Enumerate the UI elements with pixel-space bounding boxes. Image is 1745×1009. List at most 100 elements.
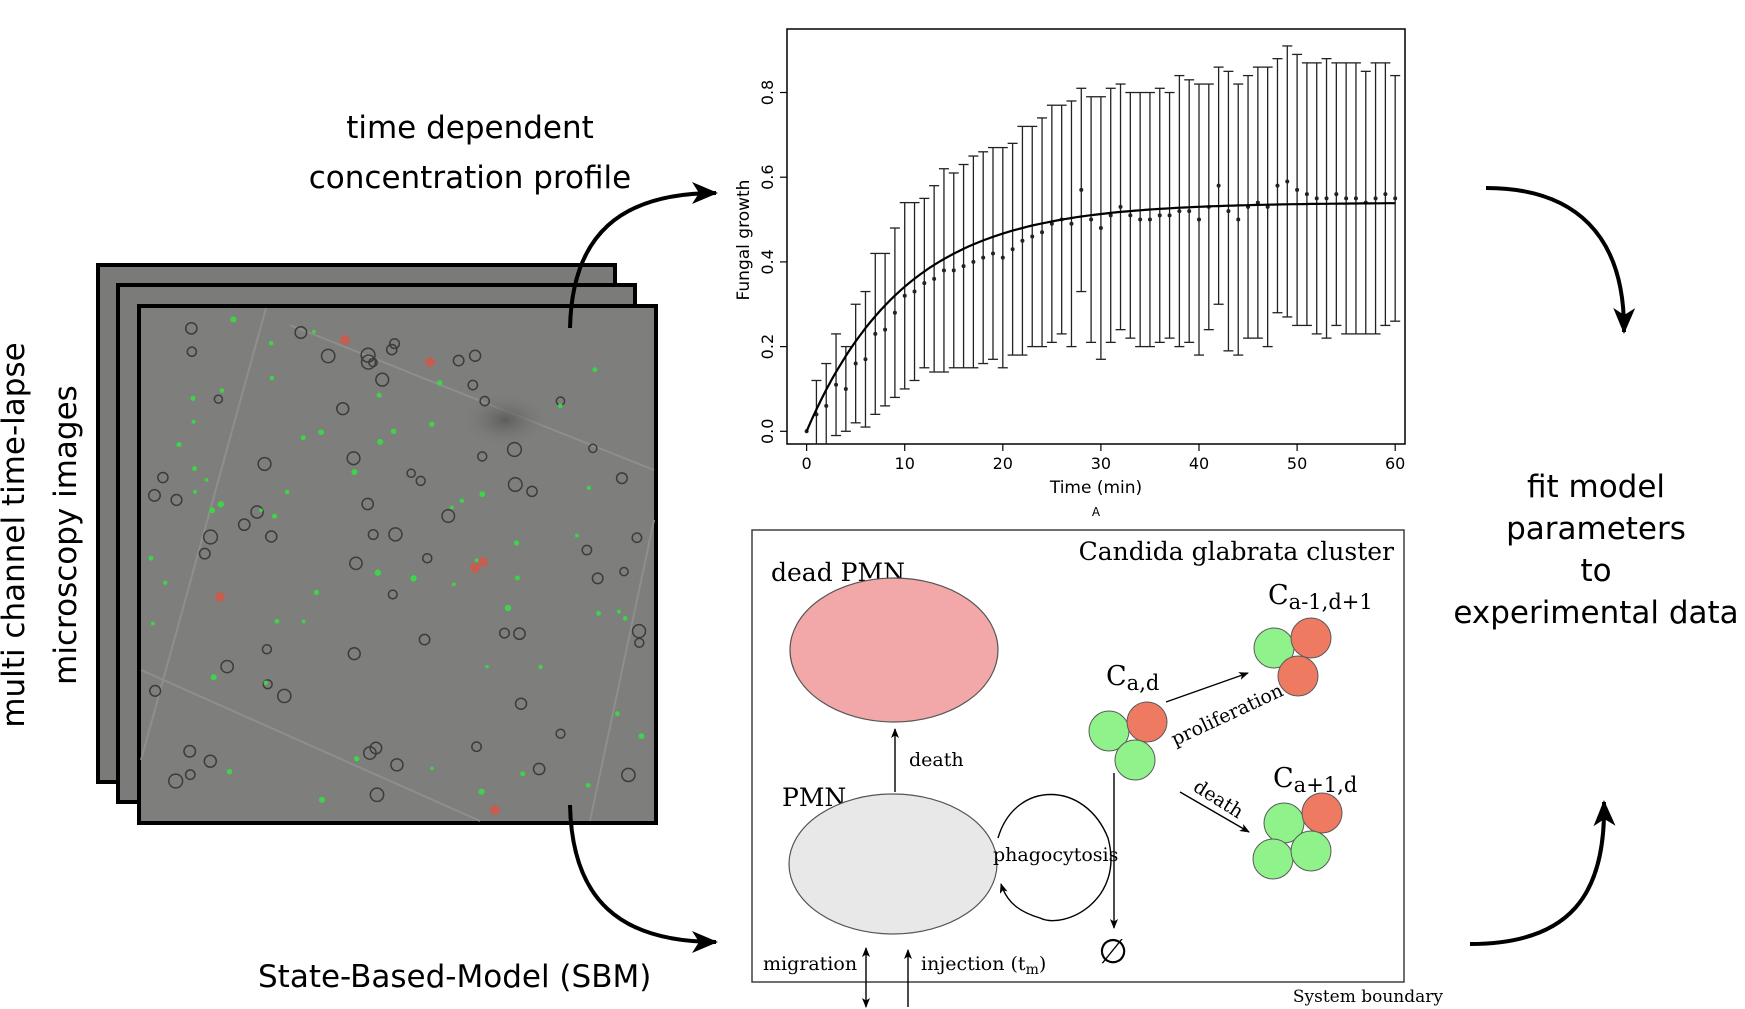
right-label-line-2: parameters xyxy=(1506,511,1686,547)
microscopy-cell xyxy=(367,529,379,541)
microscopy-cell xyxy=(184,321,198,335)
bottom-cell-green-right xyxy=(1290,830,1332,872)
cluster-death-arrow xyxy=(1179,791,1250,833)
data-point xyxy=(1334,192,1339,197)
green-fluorescent-speck xyxy=(451,582,456,587)
data-point xyxy=(1187,209,1192,214)
microscopy-frame-front xyxy=(137,304,658,825)
microscopy-cell xyxy=(360,347,376,363)
fit-curve xyxy=(805,202,1396,432)
microscopy-cell xyxy=(294,325,308,340)
microscopy-cell xyxy=(387,589,398,600)
top-cell-red-lower xyxy=(1277,655,1319,697)
microscopy-cell xyxy=(513,627,526,641)
center-cell-green-bottom xyxy=(1114,739,1156,781)
green-fluorescent-speck xyxy=(176,442,182,448)
green-fluorescent-speck xyxy=(374,569,381,576)
green-fluorescent-speck xyxy=(622,616,628,621)
data-point xyxy=(892,310,897,315)
green-fluorescent-speck xyxy=(538,664,543,670)
red-fluorescent-speck xyxy=(215,592,225,602)
arrow-chart-to-fit xyxy=(1485,186,1636,334)
green-fluorescent-speck xyxy=(148,555,154,561)
c-top-label: Ca-1,d+1 xyxy=(1268,580,1373,614)
microscopy-cell xyxy=(147,488,161,502)
data-point xyxy=(1275,183,1280,188)
system-boundary-label: System boundary xyxy=(1293,987,1444,1007)
red-fluorescent-speck xyxy=(340,335,350,345)
data-point xyxy=(1157,213,1162,218)
microscopy-cell xyxy=(265,530,278,543)
data-point xyxy=(1265,204,1270,209)
data-point xyxy=(991,251,995,256)
arrow-to-chart xyxy=(568,182,718,329)
microscopy-cell xyxy=(390,758,404,772)
microscopy-cell xyxy=(149,684,162,697)
microscopy-cell xyxy=(619,566,629,577)
green-fluorescent-speck xyxy=(513,540,520,546)
data-point xyxy=(1353,196,1358,201)
green-fluorescent-speck xyxy=(210,674,217,681)
green-fluorescent-speck xyxy=(485,664,489,669)
x-tick-label: 60 xyxy=(1385,454,1405,473)
x-tick-label: 10 xyxy=(895,454,915,473)
microscopy-cell xyxy=(506,441,523,458)
right-label-line-4: experimental data xyxy=(1453,595,1738,631)
data-point xyxy=(902,293,907,298)
microscopy-cell xyxy=(467,379,479,391)
empty-set-symbol: ∅ xyxy=(1098,932,1128,972)
green-fluorescent-speck xyxy=(193,489,197,494)
data-point xyxy=(1010,247,1015,252)
sbm-diagram: Candida glabrata cluster dead PMN death … xyxy=(751,529,1444,1008)
green-fluorescent-speck xyxy=(219,388,225,393)
injection-label: injection (tm) xyxy=(921,953,1046,978)
microscopy-cell xyxy=(360,354,377,370)
green-fluorescent-speck xyxy=(268,340,274,346)
data-point xyxy=(1108,213,1113,218)
green-fluorescent-speck xyxy=(318,429,324,436)
migration-label: migration xyxy=(763,953,857,975)
data-point xyxy=(951,268,956,273)
microscopy-cell xyxy=(418,633,431,646)
data-point xyxy=(834,382,839,387)
chart-y-axis-label: Fungal growth xyxy=(734,180,754,301)
y-tick-label: 0.8 xyxy=(758,80,777,105)
data-point xyxy=(1089,217,1094,222)
data-point xyxy=(1255,200,1260,205)
microscopy-cell xyxy=(237,518,251,532)
microscopy-cell xyxy=(347,647,361,661)
microscopy-cell xyxy=(471,741,482,753)
bottom-label: State-Based-Model (SBM) xyxy=(258,959,651,995)
green-fluorescent-speck xyxy=(514,575,520,581)
data-point xyxy=(1383,192,1388,197)
phagocytosis-cycle xyxy=(997,793,1112,922)
left-label-line-1: multi channel time-lapse xyxy=(0,342,32,727)
microscopy-cell xyxy=(591,572,604,585)
microscopy-cell xyxy=(507,476,523,493)
data-point xyxy=(1069,221,1074,226)
microscopy-cell xyxy=(257,456,272,472)
microscopy-cell xyxy=(369,787,385,803)
microscopy-cell xyxy=(361,497,375,511)
microscopy-cell xyxy=(532,762,546,776)
microscopy-cell xyxy=(261,644,273,655)
green-fluorescent-speck xyxy=(449,505,454,510)
data-point xyxy=(843,386,848,391)
green-fluorescent-speck xyxy=(318,796,326,803)
green-fluorescent-speck xyxy=(376,392,382,398)
y-tick-label: 0.0 xyxy=(758,419,777,444)
growth-chart: 0 10 20 30 40 50 600.00.20.40.60.8 Time (min) … xyxy=(734,28,1406,519)
data-point xyxy=(853,361,858,366)
microscopy-cell xyxy=(198,547,211,560)
green-fluorescent-speck xyxy=(459,498,465,503)
x-tick-label: 0 xyxy=(802,454,812,473)
green-fluorescent-speck xyxy=(429,421,435,427)
data-point xyxy=(824,403,829,408)
microscopy-cell xyxy=(468,349,482,363)
y-tick-label: 0.6 xyxy=(758,164,777,189)
data-point xyxy=(1344,196,1349,201)
data-point xyxy=(1314,196,1319,201)
green-fluorescent-speck xyxy=(410,575,417,582)
data-point xyxy=(1118,204,1123,209)
